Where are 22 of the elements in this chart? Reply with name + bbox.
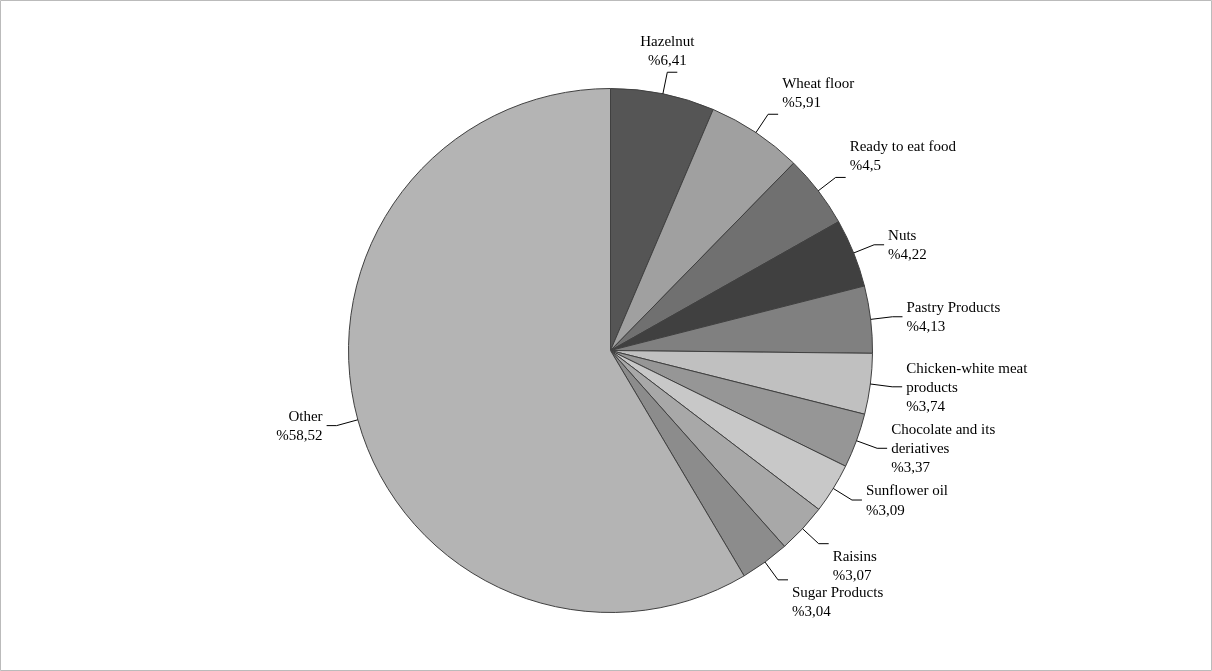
data-label: %3,37 — [891, 459, 931, 476]
slice-label: Hazelnut — [640, 33, 696, 50]
slice-label: Other — [288, 408, 323, 425]
data-label: %4,22 — [888, 246, 927, 263]
data-label: %3,09 — [865, 501, 905, 518]
data-label: %58,52 — [276, 427, 323, 444]
data-label: %3,74 — [906, 398, 946, 414]
slice-label: Sugar Products — [792, 583, 884, 600]
slice-label: Sunflower oil — [865, 482, 949, 499]
slice-label: Chocolate and its deriatives — [891, 421, 996, 457]
data-label: %3,07 — [832, 566, 872, 583]
slice-label: Chicken-white meat products — [906, 359, 1029, 395]
data-label: %5,91 — [782, 94, 821, 111]
data-label: %6,41 — [647, 52, 687, 69]
slice-label: Nuts — [888, 227, 917, 244]
slice-label: Wheat floor — [782, 75, 855, 92]
slice-label: Raisins — [832, 547, 878, 564]
data-label: %4,5 — [849, 157, 881, 174]
data-label: %3,04 — [792, 603, 832, 620]
slice-label: Ready to eat food — [849, 138, 957, 155]
data-label: %4,13 — [906, 318, 946, 335]
slice-label: Pastry Products — [906, 299, 1001, 316]
